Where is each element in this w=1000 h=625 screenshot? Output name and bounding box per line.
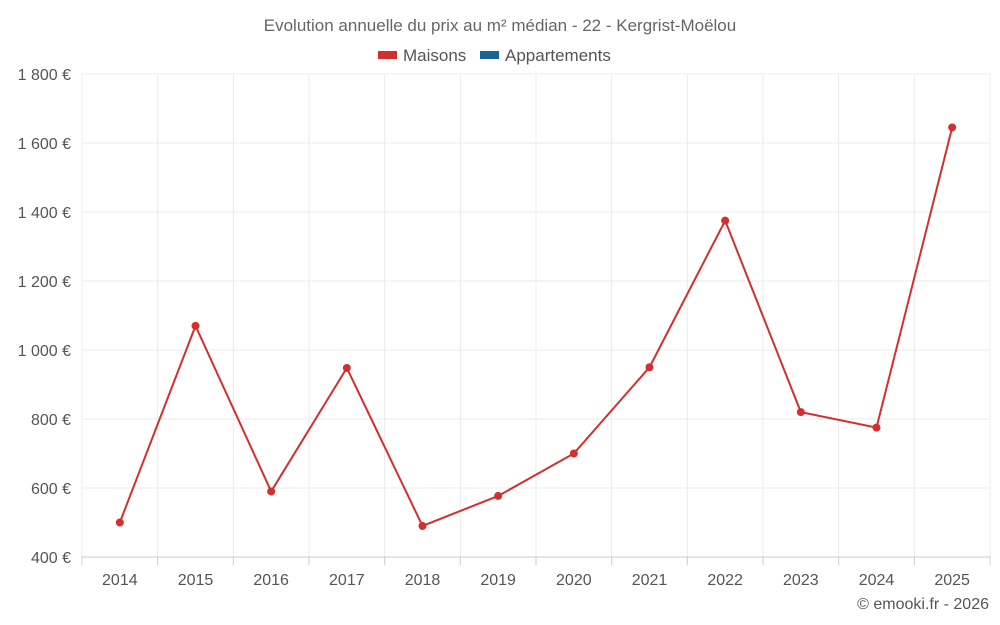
chart-title: Evolution annuelle du prix au m² médian … xyxy=(264,16,736,35)
legend-label-maisons[interactable]: Maisons xyxy=(403,46,466,65)
data-point-maisons-2023[interactable] xyxy=(796,408,805,417)
data-point-maisons-2015[interactable] xyxy=(191,321,200,330)
y-tick-label: 1 000 € xyxy=(18,343,71,360)
legend-swatch-maisons[interactable] xyxy=(378,51,397,59)
y-axis: 400 € 600 € 800 € 1 000 € 1 200 € 1 400 € 1 60… xyxy=(18,67,71,567)
x-tick-label: 2019 xyxy=(480,572,516,589)
data-point-maisons-2018[interactable] xyxy=(418,521,427,530)
data-point-maisons-2016[interactable] xyxy=(267,487,276,496)
y-tick-label: 800 € xyxy=(31,412,71,429)
data-point-maisons-2025[interactable] xyxy=(948,123,957,132)
x-tick-label: 2017 xyxy=(329,572,365,589)
x-tick-label: 2023 xyxy=(783,572,819,589)
data-point-maisons-2017[interactable] xyxy=(342,363,351,372)
data-point-maisons-2021[interactable] xyxy=(645,363,654,372)
y-tick-label: 400 € xyxy=(31,550,71,567)
legend-swatch-appartements[interactable] xyxy=(480,51,499,59)
data-point-maisons-2019[interactable] xyxy=(494,491,503,500)
x-tick-label: 2021 xyxy=(632,572,668,589)
x-axis: 2014 2015 2016 2017 2018 2019 2020 2021 2022 2023… xyxy=(81,556,991,589)
x-tick-label: 2016 xyxy=(253,572,289,589)
data-point-maisons-2022[interactable] xyxy=(721,216,730,225)
credit-text: © emooki.fr - 2026 xyxy=(857,596,989,613)
x-tick-label: 2015 xyxy=(178,572,214,589)
legend: Maisons Appartements xyxy=(378,46,611,65)
y-tick-label: 1 600 € xyxy=(18,136,71,153)
y-tick-label: 1 800 € xyxy=(18,67,71,84)
legend-label-appartements[interactable]: Appartements xyxy=(505,46,611,65)
grid xyxy=(81,73,991,557)
y-tick-label: 600 € xyxy=(31,481,71,498)
data-point-maisons-2020[interactable] xyxy=(569,449,578,458)
x-tick-label: 2014 xyxy=(102,572,138,589)
x-tick-label: 2022 xyxy=(707,572,743,589)
x-tick-label: 2025 xyxy=(934,572,970,589)
x-tick-label: 2024 xyxy=(859,572,895,589)
series-layer xyxy=(115,123,957,530)
y-tick-label: 1 400 € xyxy=(18,205,71,222)
y-tick-label: 1 200 € xyxy=(18,274,71,291)
series-line-maisons xyxy=(118,127,954,528)
data-point-maisons-2014[interactable] xyxy=(115,518,124,527)
data-point-maisons-2024[interactable] xyxy=(872,423,881,432)
x-tick-label: 2020 xyxy=(556,572,592,589)
x-tick-label: 2018 xyxy=(405,572,441,589)
